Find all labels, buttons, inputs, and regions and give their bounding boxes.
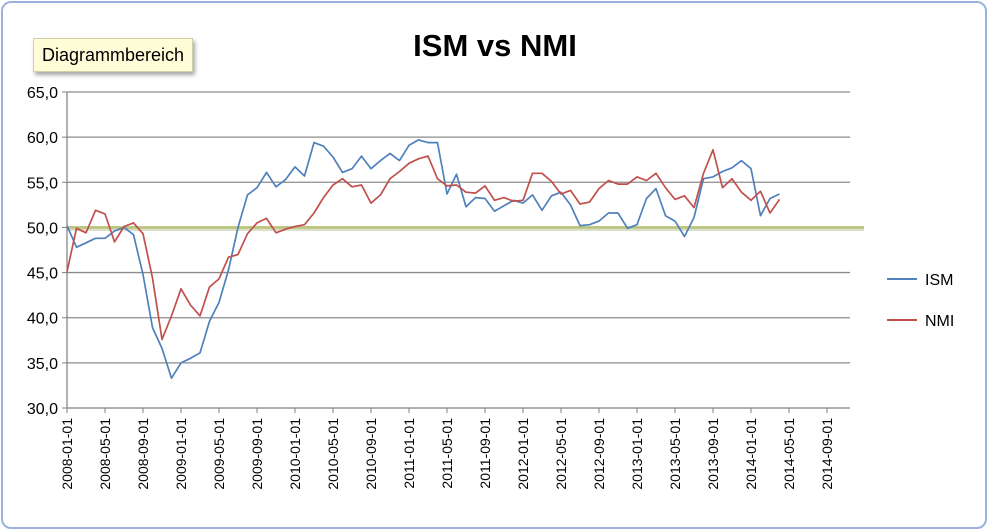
x-tick-label: 2013-01-01 <box>629 418 645 490</box>
x-tick-label: 2010-01-01 <box>287 418 303 490</box>
legend-label-ism: ISM <box>925 272 953 289</box>
y-tick-label: 65,0 <box>27 85 58 102</box>
chart-title: ISM vs NMI <box>413 28 577 63</box>
x-tick-label: 2011-01-01 <box>401 418 417 489</box>
x-tick-label: 2014-01-01 <box>743 418 759 490</box>
x-tick-label: 2010-09-01 <box>363 418 379 490</box>
x-tick-label: 2012-05-01 <box>553 418 569 490</box>
x-tick-label: 2013-05-01 <box>667 418 683 490</box>
legend: ISM NMI <box>887 272 954 330</box>
x-tick-label: 2014-09-01 <box>819 418 835 490</box>
y-tick-label: 30,0 <box>27 401 58 418</box>
x-tick-label: 2012-01-01 <box>515 418 531 490</box>
x-tick-label: 2008-01-01 <box>59 418 75 490</box>
y-tick-label: 35,0 <box>27 356 58 373</box>
chart-area-tooltip: Diagrammbereich <box>33 38 194 72</box>
series-line-nmi[interactable] <box>66 148 781 341</box>
y-tick-label: 45,0 <box>27 266 58 283</box>
x-tick-label: 2009-05-01 <box>211 418 227 490</box>
y-tick-label: 50,0 <box>27 220 58 237</box>
x-tick-label: 2009-09-01 <box>249 418 265 490</box>
x-tick-label: 2008-09-01 <box>135 418 151 490</box>
series-lines <box>66 139 781 380</box>
legend-label-nmi: NMI <box>925 313 954 330</box>
threshold-line <box>67 226 864 231</box>
x-tick-label: 2011-09-01 <box>477 418 493 489</box>
x-tick-label: 2010-05-01 <box>325 418 341 490</box>
x-tick-label: 2009-01-01 <box>173 418 189 490</box>
x-tick-label: 2014-05-01 <box>781 418 797 490</box>
series-line-ism[interactable] <box>66 139 780 380</box>
x-tick-label: 2013-09-01 <box>705 418 721 490</box>
x-tick-label: 2012-09-01 <box>591 418 607 490</box>
x-tick-label: 2008-05-01 <box>97 418 113 490</box>
x-tick-label: 2011-05-01 <box>439 418 455 489</box>
y-tick-label: 55,0 <box>27 175 58 192</box>
y-tick-label: 60,0 <box>27 130 58 147</box>
axes: 30,0 35,0 40,0 45,0 50,0 55,0 60,0 65,0 2008-01-… <box>27 85 850 490</box>
y-tick-label: 40,0 <box>27 311 58 328</box>
